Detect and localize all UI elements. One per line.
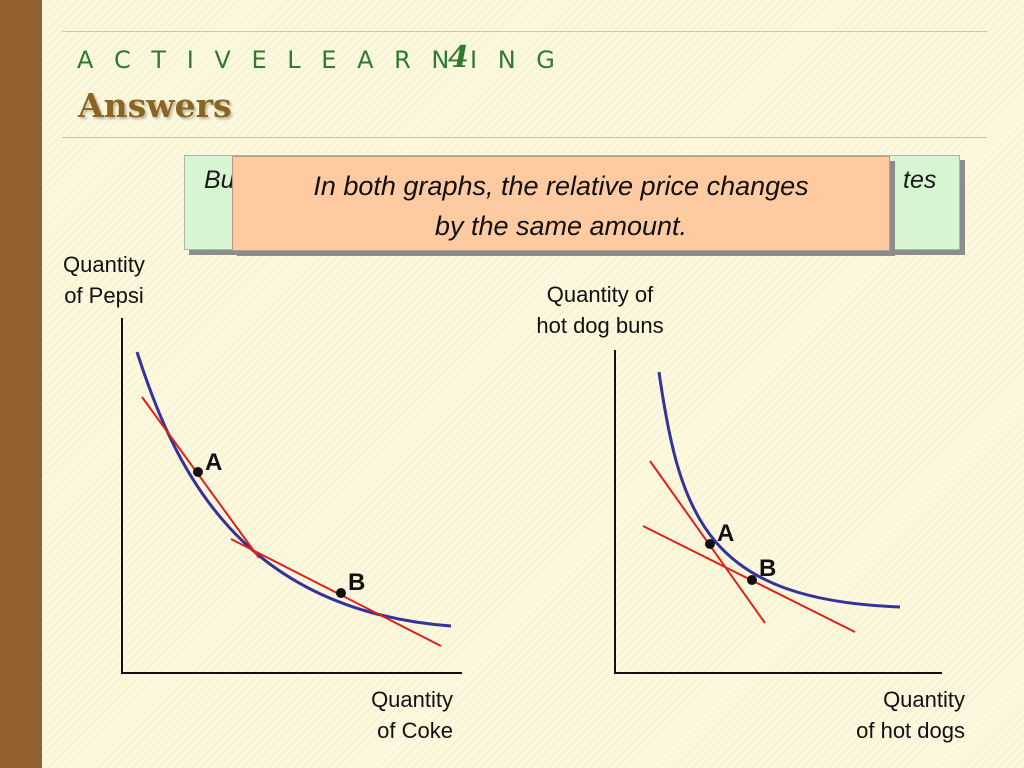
left-y-label-line-1: Quantity	[63, 252, 145, 277]
header-bottom-rule	[62, 137, 987, 138]
answer-callout-line-2: by the same amount.	[434, 211, 688, 241]
left-point-b-label: B	[348, 569, 365, 596]
left-x-label-line-1: Quantity	[371, 687, 453, 712]
right-point-b-marker	[747, 575, 757, 585]
right-indifference-curve	[657, 371, 901, 609]
left-x-label-line-2: of Coke	[377, 718, 453, 743]
right-y-label-line-2: hot dog buns	[536, 313, 664, 338]
right-graph-x-axis-label: Quantity of hot dogs	[815, 684, 965, 746]
right-graph-axes	[614, 350, 942, 674]
left-y-label-line-2: of Pepsi	[64, 283, 144, 308]
left-graph-axes	[121, 318, 462, 674]
left-graph-y-axis-label: Quantity of Pepsi	[63, 249, 145, 311]
answer-callout-line-1: In both graphs, the relative price chang…	[313, 171, 809, 201]
left-point-a-marker	[193, 467, 203, 477]
left-budget-line-flat	[230, 538, 442, 647]
slide-sidebar-accent	[0, 0, 42, 768]
left-budget-line-steep	[141, 396, 260, 559]
slide-subtitle-answers: Answers	[78, 86, 232, 125]
right-x-label-line-2: of hot dogs	[856, 718, 965, 743]
left-graph: A B	[121, 318, 462, 674]
header-top-rule	[62, 31, 987, 32]
right-point-a-label: A	[717, 520, 734, 547]
answer-callout-box: In both graphs, the relative price chang…	[232, 156, 890, 251]
right-y-label-line-1: Quantity of	[546, 282, 654, 307]
background-callout-text-right: tes	[903, 166, 937, 194]
right-point-b-label: B	[759, 555, 776, 582]
right-point-a-marker	[705, 539, 715, 549]
left-point-b-marker	[336, 588, 346, 598]
background-callout-text-left: Bu	[204, 166, 235, 194]
right-graph-y-axis-label: Quantity of hot dog buns	[515, 279, 685, 341]
left-graph-x-axis-label: Quantity of Coke	[345, 684, 453, 746]
right-x-label-line-1: Quantity	[883, 687, 965, 712]
left-indifference-curve	[135, 351, 452, 628]
left-point-a-label: A	[205, 449, 222, 476]
slide-title-number: 4	[448, 40, 469, 75]
slide-title-active-learning: A C T I V E L E A R N I N G	[77, 46, 562, 74]
right-graph: A B	[614, 350, 942, 674]
